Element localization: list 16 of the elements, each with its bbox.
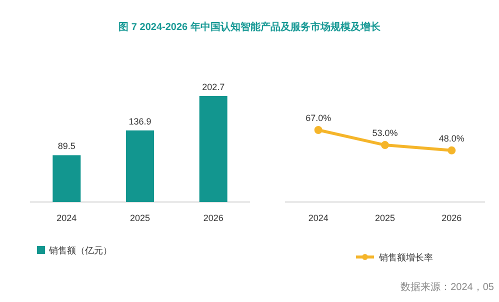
data-label: 89.5 [58, 141, 76, 152]
data-label: 48.0% [438, 133, 464, 144]
legend-label: 销售额（亿元） [48, 246, 112, 256]
data-label: 67.0% [306, 113, 332, 123]
x-tick-label: 2024 [308, 213, 328, 223]
x-tick-label: 2026 [442, 213, 462, 223]
source-note: 数据来源：2024，05 [400, 281, 494, 293]
x-tick-label: 2025 [130, 213, 150, 223]
x-tick-label: 2026 [203, 213, 224, 223]
x-tick-label: 2024 [56, 213, 77, 223]
data-label: 136.9 [128, 116, 152, 126]
chart-title: 图 7 2024-2026 年中国认知智能产品及服务市场规模及增长 [118, 21, 382, 33]
data-label: 53.0% [372, 128, 398, 138]
legend-label: 销售额增长率 [378, 252, 433, 262]
data-label: 202.7 [202, 82, 225, 92]
x-tick-label: 2025 [374, 213, 396, 223]
